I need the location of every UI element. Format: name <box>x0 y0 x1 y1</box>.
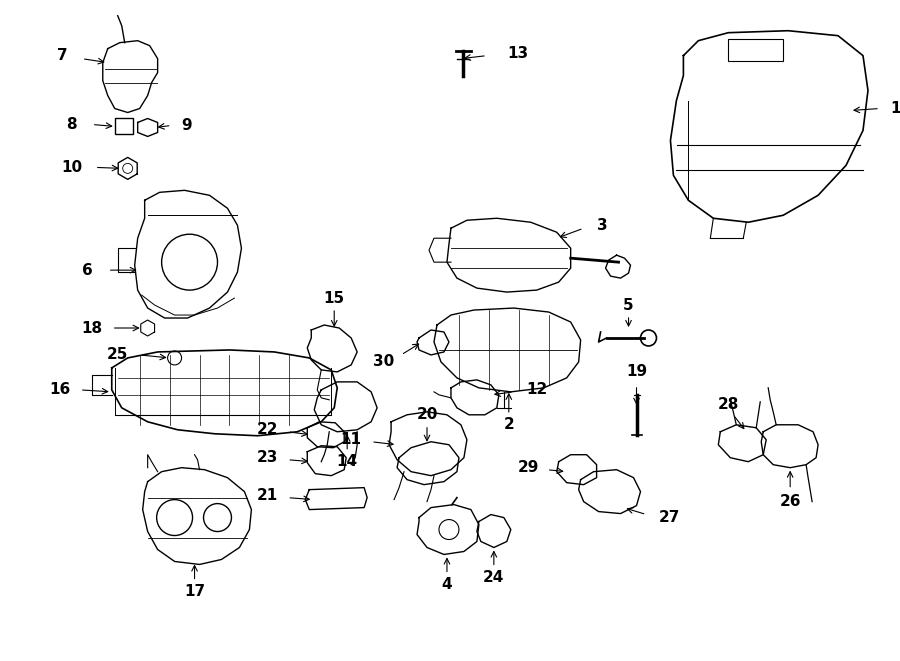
Bar <box>114 118 132 134</box>
Text: 1: 1 <box>890 101 900 116</box>
Text: 28: 28 <box>717 397 739 412</box>
Text: 21: 21 <box>256 488 278 503</box>
Text: 9: 9 <box>182 118 193 133</box>
Text: 20: 20 <box>417 407 437 422</box>
Text: 19: 19 <box>626 364 647 379</box>
Text: 6: 6 <box>83 262 94 278</box>
Text: 26: 26 <box>779 494 801 509</box>
Text: 27: 27 <box>659 510 680 525</box>
Text: 17: 17 <box>184 584 205 599</box>
Text: 10: 10 <box>61 160 83 175</box>
Text: 11: 11 <box>341 432 362 447</box>
Text: 14: 14 <box>337 454 358 469</box>
Text: 4: 4 <box>442 577 453 592</box>
Text: 23: 23 <box>256 450 278 465</box>
Text: 30: 30 <box>374 354 395 369</box>
Text: 3: 3 <box>597 217 608 233</box>
Text: 2: 2 <box>503 417 514 432</box>
Text: 25: 25 <box>107 348 129 362</box>
Text: 18: 18 <box>81 321 103 336</box>
Text: 24: 24 <box>483 570 505 585</box>
Text: 12: 12 <box>526 382 548 397</box>
Text: 15: 15 <box>324 291 345 305</box>
Text: 7: 7 <box>57 48 68 63</box>
Text: 13: 13 <box>507 46 528 61</box>
Text: 29: 29 <box>518 460 539 475</box>
Text: 16: 16 <box>50 382 70 397</box>
Text: 5: 5 <box>623 297 634 313</box>
Text: 8: 8 <box>67 117 77 132</box>
Text: 22: 22 <box>256 422 278 438</box>
Bar <box>728 39 783 61</box>
